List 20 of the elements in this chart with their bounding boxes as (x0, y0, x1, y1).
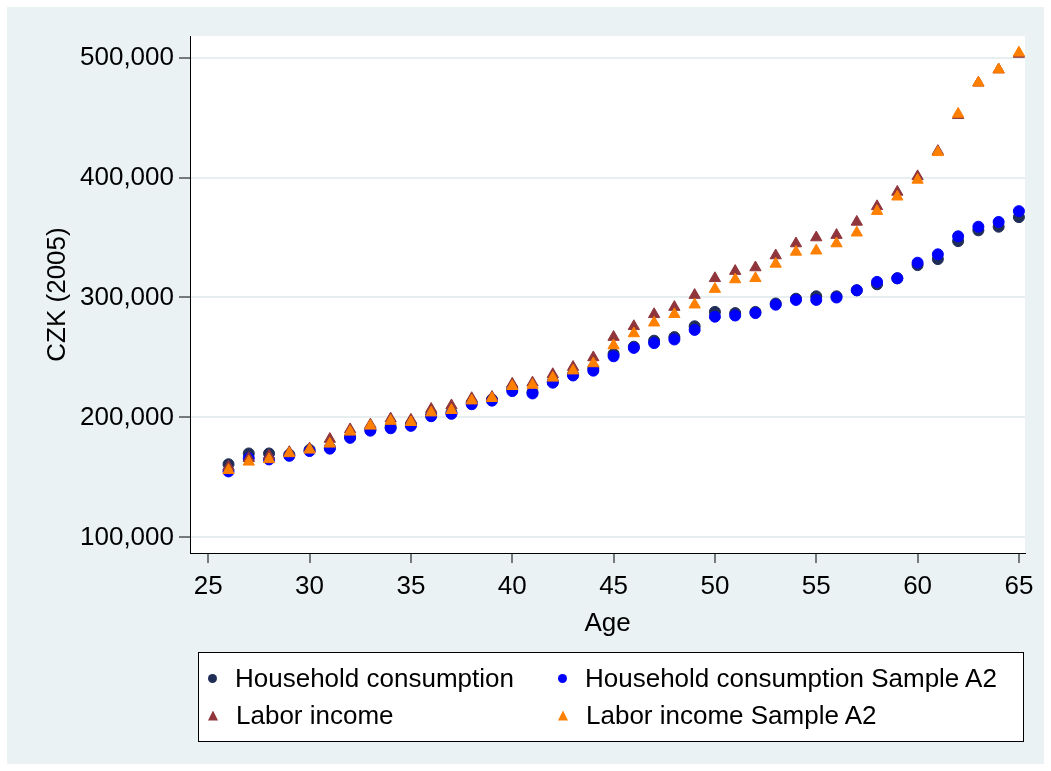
y-tick-label: 500,000 (80, 40, 174, 71)
x-tick-label: 25 (193, 569, 223, 600)
y-tick-label: 300,000 (80, 280, 174, 311)
x-tick-label: 30 (295, 569, 325, 600)
x-tick-label: 35 (396, 569, 426, 600)
y-tick-label: 100,000 (80, 520, 174, 551)
x-axis-title: Age (584, 606, 631, 637)
x-tick-label: 50 (700, 569, 730, 600)
legend-label: Household consumption (235, 663, 514, 694)
x-tick-label: 60 (903, 569, 933, 600)
x-tick-label: 65 (1004, 569, 1034, 600)
y-tick-label: 200,000 (80, 400, 174, 431)
legend-label: Labor income Sample A2 (586, 700, 877, 731)
x-tick-label: 55 (801, 569, 831, 600)
legend-label: Labor income (236, 700, 394, 731)
y-tick-label: 400,000 (80, 160, 174, 191)
legend-label: Household consumption Sample A2 (585, 663, 997, 694)
y-axis-title: CZK (2005) (40, 227, 71, 362)
x-tick-label: 45 (599, 569, 629, 600)
x-tick-label: 40 (497, 569, 527, 600)
